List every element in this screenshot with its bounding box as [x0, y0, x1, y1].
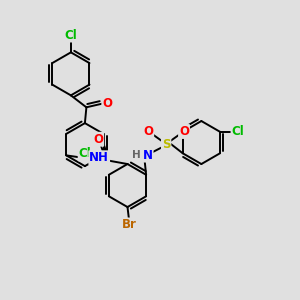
Text: S: S [162, 137, 170, 151]
Text: NH: NH [89, 151, 109, 164]
Text: O: O [179, 125, 189, 138]
Text: O: O [102, 97, 112, 110]
Text: Cl: Cl [64, 28, 77, 41]
Text: Cl: Cl [232, 125, 244, 138]
Text: Cl: Cl [79, 147, 92, 161]
Text: O: O [143, 125, 153, 138]
Text: O: O [93, 133, 103, 146]
Text: H: H [132, 150, 141, 160]
Text: N: N [142, 148, 153, 162]
Text: Br: Br [122, 218, 136, 232]
